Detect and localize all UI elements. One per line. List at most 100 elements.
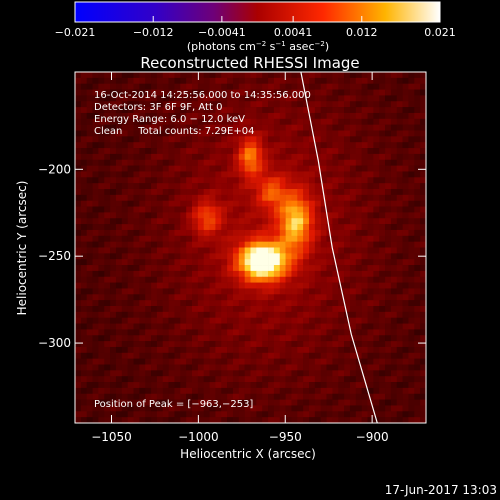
- heatmap-cell: [227, 393, 234, 400]
- heatmap-cell: [156, 411, 164, 418]
- heatmap-cell: [115, 200, 123, 207]
- heatmap-cell: [244, 177, 251, 184]
- heatmap-cell: [279, 259, 286, 266]
- heatmap-cell: [279, 265, 286, 272]
- heatmap-cell: [361, 306, 368, 313]
- heatmap-cell: [104, 177, 111, 184]
- heatmap-cell: [373, 235, 380, 242]
- heatmap-cell: [215, 229, 222, 237]
- heatmap-cell: [215, 335, 222, 342]
- heatmap-cell: [104, 323, 111, 330]
- heatmap-cell: [379, 136, 386, 143]
- heatmap-cell: [209, 107, 216, 114]
- heatmap-cell: [402, 341, 409, 348]
- heatmap-cell: [367, 352, 374, 359]
- heatmap-cell: [162, 107, 169, 114]
- heatmap-cell: [273, 364, 281, 371]
- time-range-annotation: 16-Oct-2014 14:25:56.000 to 14:35:56.000: [94, 90, 311, 101]
- heatmap-cell: [367, 130, 374, 137]
- heatmap-cell: [139, 341, 146, 348]
- heatmap-cell: [162, 282, 169, 289]
- heatmap-cell: [420, 399, 426, 406]
- heatmap-cell: [192, 306, 199, 313]
- heatmap-cell: [209, 83, 216, 90]
- heatmap-cell: [238, 370, 245, 377]
- heatmap-cell: [326, 107, 333, 114]
- heatmap-cell: [98, 107, 105, 114]
- heatmap-cell: [92, 417, 99, 423]
- heatmap-cell: [92, 212, 99, 219]
- heatmap-cell: [268, 370, 275, 377]
- heatmap-cell: [127, 159, 134, 166]
- heatmap-cell: [98, 370, 105, 377]
- heatmap-cell: [86, 235, 93, 242]
- heatmap-cell: [180, 282, 187, 289]
- heatmap-cell: [115, 229, 123, 237]
- heatmap-cell: [86, 124, 93, 131]
- heatmap-cell: [203, 142, 210, 149]
- heatmap-cell: [227, 346, 234, 354]
- heatmap-cell: [92, 206, 99, 213]
- heatmap-cell: [232, 183, 240, 190]
- heatmap-cell: [133, 288, 140, 295]
- heatmap-cell: [104, 136, 111, 143]
- heatmap-cell: [279, 294, 286, 301]
- heatmap-cell: [256, 352, 263, 359]
- heatmap-cell: [344, 159, 351, 166]
- heatmap-cell: [332, 323, 339, 330]
- heatmap-cell: [151, 352, 158, 359]
- heatmap-cell: [309, 212, 316, 219]
- heatmap-cell: [385, 288, 392, 295]
- heatmap-cell: [186, 288, 193, 295]
- heatmap-cell: [221, 241, 228, 248]
- heatmap-cell: [420, 411, 426, 418]
- heatmap-cell: [367, 405, 374, 412]
- heatmap-cell: [104, 311, 111, 318]
- heatmap-cell: [180, 317, 187, 324]
- heatmap-cell: [156, 346, 164, 354]
- heatmap-cell: [338, 382, 345, 389]
- heatmap-cell: [104, 393, 111, 400]
- heatmap-cell: [250, 72, 257, 79]
- heatmap-cell: [186, 276, 193, 283]
- heatmap-cell: [92, 270, 99, 278]
- heatmap-cell: [232, 142, 240, 149]
- heatmap-cell: [385, 83, 392, 90]
- heatmap-cell: [332, 136, 339, 143]
- heatmap-cell: [203, 171, 210, 178]
- x-tick-label: −900: [356, 430, 389, 444]
- heatmap-cell: [209, 370, 216, 377]
- heatmap-cell: [303, 405, 310, 412]
- heatmap-cell: [250, 317, 257, 324]
- heatmap-cell: [80, 136, 87, 143]
- heatmap-cell: [303, 130, 310, 137]
- heatmap-cell: [273, 77, 281, 84]
- heatmap-cell: [320, 148, 327, 155]
- heatmap-cell: [86, 194, 93, 201]
- heatmap-cell: [385, 177, 392, 184]
- heatmap-cell: [80, 311, 87, 318]
- heatmap-cell: [379, 77, 386, 84]
- heatmap-cell: [98, 294, 105, 301]
- heatmap-cell: [86, 118, 93, 125]
- heatmap-cell: [291, 224, 298, 231]
- heatmap-cell: [349, 189, 357, 196]
- heatmap-cell: [168, 376, 175, 383]
- heatmap-cell: [75, 323, 82, 330]
- heatmap-cell: [396, 370, 403, 377]
- heatmap-cell: [121, 118, 128, 125]
- heatmap-cell: [390, 101, 398, 108]
- heatmap-cell: [355, 101, 362, 108]
- heatmap-cell: [367, 95, 374, 102]
- heatmap-cell: [80, 370, 87, 377]
- heatmap-cell: [273, 382, 281, 389]
- heatmap-cell: [238, 329, 245, 336]
- heatmap-cell: [232, 95, 240, 102]
- heatmap-cell: [75, 229, 82, 237]
- heatmap-cell: [250, 194, 257, 201]
- heatmap-cell: [133, 417, 140, 423]
- heatmap-cell: [314, 411, 321, 418]
- heatmap-cell: [367, 171, 374, 178]
- heatmap-cell: [232, 329, 240, 336]
- heatmap-cell: [168, 124, 175, 131]
